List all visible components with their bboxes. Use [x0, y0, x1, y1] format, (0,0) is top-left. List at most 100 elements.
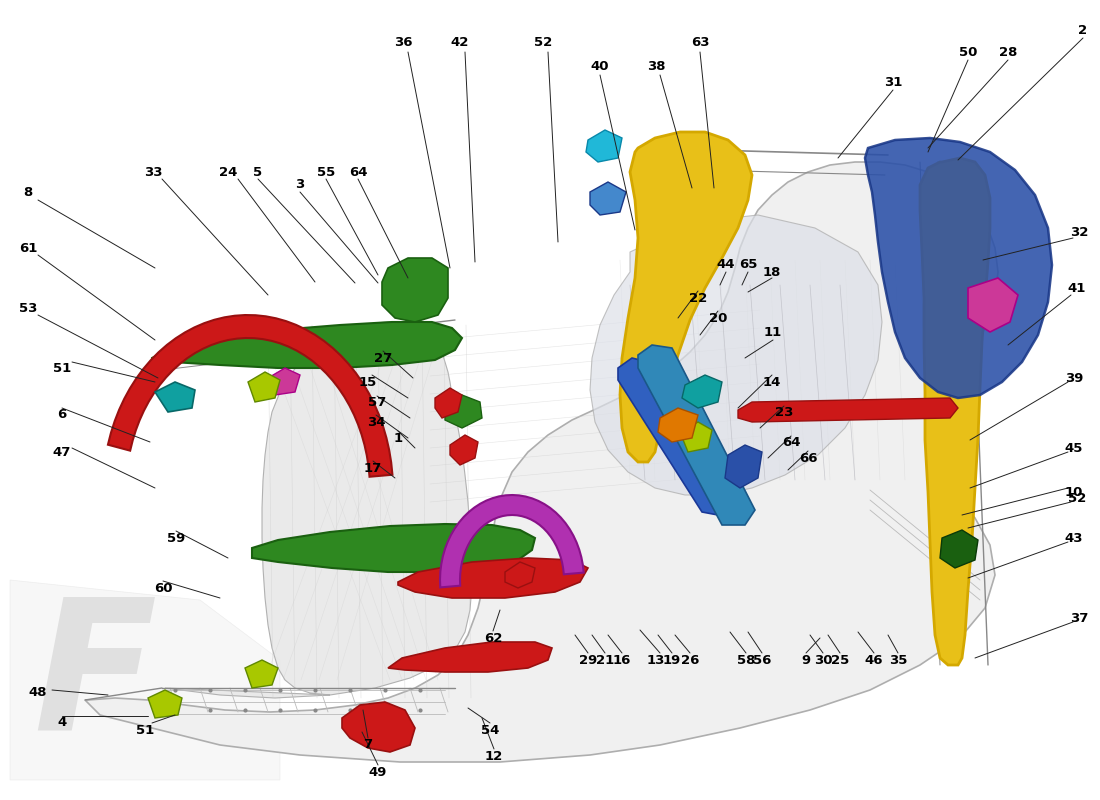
Text: 42: 42 — [451, 37, 470, 50]
Polygon shape — [398, 558, 588, 598]
Polygon shape — [680, 422, 712, 452]
Text: 28: 28 — [999, 46, 1018, 58]
Text: 62: 62 — [484, 631, 503, 645]
Polygon shape — [620, 132, 752, 462]
Text: 33: 33 — [144, 166, 163, 178]
Text: 12: 12 — [485, 750, 503, 762]
Text: 43: 43 — [1065, 531, 1084, 545]
Text: 4: 4 — [57, 717, 67, 730]
Polygon shape — [940, 530, 978, 568]
Text: 20: 20 — [708, 311, 727, 325]
Polygon shape — [248, 372, 280, 402]
Text: 29: 29 — [579, 654, 597, 666]
Text: 36: 36 — [394, 37, 412, 50]
Text: 59: 59 — [167, 531, 185, 545]
Text: 24: 24 — [219, 166, 238, 178]
Text: 57: 57 — [367, 397, 386, 410]
Text: 51: 51 — [136, 723, 154, 737]
Polygon shape — [388, 642, 552, 672]
Text: 52: 52 — [534, 37, 552, 50]
Text: 38: 38 — [647, 61, 666, 74]
Text: 26: 26 — [681, 654, 700, 666]
Text: 52: 52 — [1068, 491, 1086, 505]
Text: 23: 23 — [774, 406, 793, 418]
Text: 19: 19 — [663, 654, 681, 666]
Text: 47: 47 — [53, 446, 72, 459]
Text: 49: 49 — [368, 766, 387, 778]
Text: 1: 1 — [394, 431, 403, 445]
Polygon shape — [440, 495, 584, 587]
Polygon shape — [586, 130, 622, 162]
Text: 25: 25 — [830, 654, 849, 666]
Text: 45: 45 — [1065, 442, 1084, 454]
Text: 11: 11 — [763, 326, 782, 339]
Text: 27: 27 — [374, 351, 392, 365]
Polygon shape — [165, 322, 472, 698]
Text: 22: 22 — [689, 291, 707, 305]
Text: 60: 60 — [154, 582, 173, 594]
Text: 51: 51 — [53, 362, 72, 374]
Polygon shape — [738, 398, 958, 422]
Text: 41: 41 — [1068, 282, 1086, 294]
Polygon shape — [658, 408, 698, 442]
Text: 44: 44 — [717, 258, 735, 271]
Polygon shape — [108, 315, 393, 477]
Polygon shape — [245, 660, 278, 688]
Polygon shape — [505, 562, 535, 588]
Polygon shape — [446, 395, 482, 428]
Text: 8: 8 — [23, 186, 33, 199]
Text: 61: 61 — [19, 242, 37, 254]
Polygon shape — [382, 258, 448, 322]
Polygon shape — [725, 445, 762, 488]
Text: 14: 14 — [762, 375, 781, 389]
Polygon shape — [590, 182, 626, 215]
Text: 46: 46 — [865, 654, 883, 666]
Text: 39: 39 — [1065, 371, 1084, 385]
Text: 31: 31 — [883, 75, 902, 89]
Polygon shape — [638, 345, 755, 525]
Text: 18: 18 — [762, 266, 781, 278]
Text: 21: 21 — [596, 654, 614, 666]
Text: 10: 10 — [1065, 486, 1084, 498]
Text: 3: 3 — [296, 178, 305, 191]
Polygon shape — [148, 690, 182, 718]
Text: 15: 15 — [359, 375, 377, 389]
Text: F: F — [33, 592, 156, 768]
Text: 9: 9 — [802, 654, 811, 666]
Text: 64: 64 — [782, 437, 801, 450]
Text: 53: 53 — [19, 302, 37, 314]
Polygon shape — [590, 215, 882, 495]
Text: 17: 17 — [364, 462, 382, 474]
Polygon shape — [155, 382, 195, 412]
Text: 58: 58 — [737, 654, 756, 666]
Text: 54: 54 — [481, 723, 499, 737]
Polygon shape — [10, 580, 280, 780]
Text: 35: 35 — [889, 654, 908, 666]
Text: 34: 34 — [366, 415, 385, 429]
Text: 6: 6 — [57, 409, 67, 422]
Text: 65: 65 — [739, 258, 757, 271]
Polygon shape — [618, 358, 728, 515]
Text: 5: 5 — [253, 166, 263, 178]
Text: 66: 66 — [799, 451, 817, 465]
Text: 30: 30 — [814, 654, 833, 666]
Text: 64: 64 — [349, 166, 367, 178]
Polygon shape — [920, 158, 990, 665]
Text: 50: 50 — [959, 46, 977, 58]
Polygon shape — [268, 368, 300, 395]
Polygon shape — [865, 138, 1052, 398]
Text: 56: 56 — [752, 654, 771, 666]
Polygon shape — [434, 388, 462, 418]
Polygon shape — [450, 435, 478, 465]
Text: 13: 13 — [647, 654, 666, 666]
Polygon shape — [682, 375, 722, 408]
Text: 16: 16 — [613, 654, 631, 666]
Text: 32: 32 — [1070, 226, 1088, 238]
Text: 37: 37 — [1070, 611, 1088, 625]
Polygon shape — [252, 524, 535, 572]
Text: 55: 55 — [317, 166, 336, 178]
Text: 63: 63 — [691, 37, 710, 50]
Text: 2: 2 — [1078, 23, 1088, 37]
Polygon shape — [342, 702, 415, 752]
Polygon shape — [968, 278, 1018, 332]
